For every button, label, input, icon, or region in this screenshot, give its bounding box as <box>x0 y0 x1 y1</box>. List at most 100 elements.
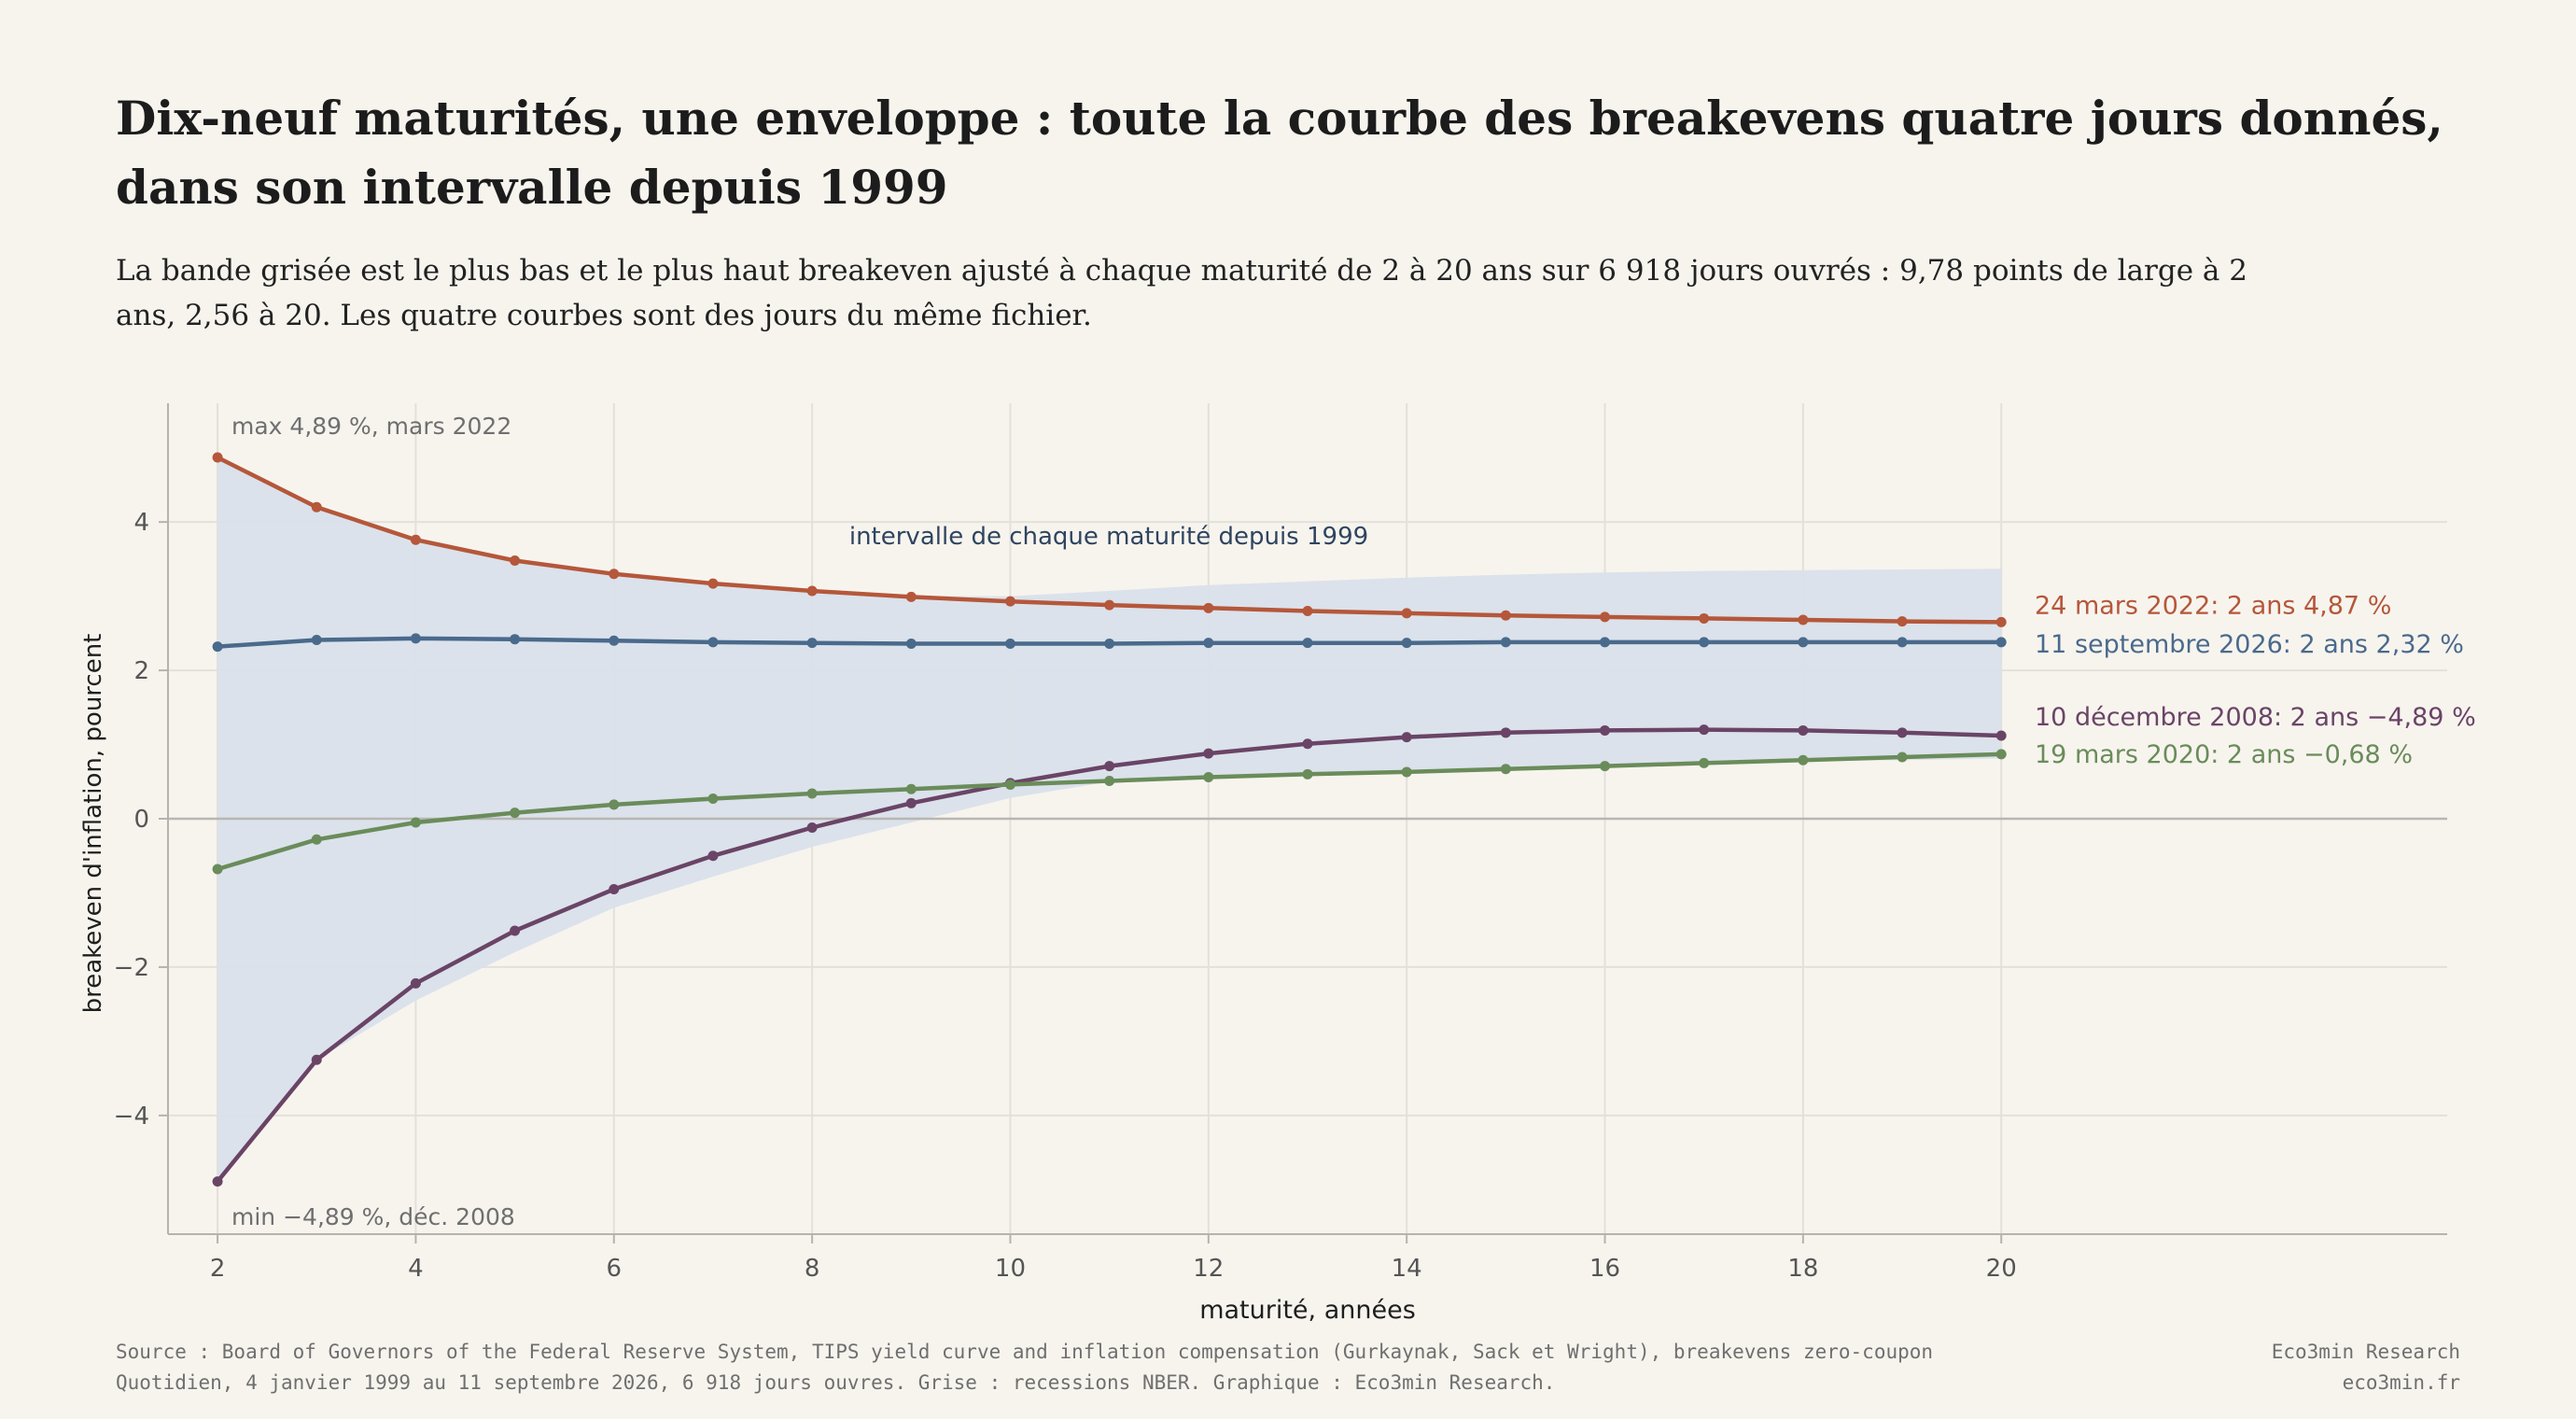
series-end-label: 19 mars 2020: 2 ans −0,68 % <box>2035 740 2413 769</box>
data-point <box>212 452 223 463</box>
data-point <box>510 634 521 645</box>
series-4 <box>212 749 2007 875</box>
data-point <box>1897 727 1908 738</box>
data-point <box>410 534 421 545</box>
data-point <box>1798 754 1809 766</box>
series-layer <box>212 452 2007 1187</box>
max-annotation: max 4,89 %, mars 2022 <box>231 413 511 440</box>
data-point <box>311 634 322 645</box>
data-point <box>1995 616 2007 627</box>
data-point <box>1104 599 1115 611</box>
range-band-layer <box>217 456 2002 1182</box>
data-point <box>1500 610 1511 621</box>
data-point <box>1897 637 1908 648</box>
data-point <box>410 633 421 644</box>
chart-title: Dix-neuf maturités, une enveloppe : tout… <box>116 91 2443 215</box>
data-point <box>1302 606 1313 616</box>
axes: 2 4 6 8 10 12 14 16 18 20 −4 −2 0 2 4 maturité, années b… <box>79 403 2447 1325</box>
data-point <box>707 850 719 862</box>
data-point <box>1302 638 1313 649</box>
data-point <box>510 555 521 566</box>
series-end-label: 11 septembre 2026: 2 ans 2,32 % <box>2035 630 2464 659</box>
series-2 <box>212 633 2007 653</box>
chart-subtitle: La bande grisée est le plus bas et le pl… <box>116 254 2247 332</box>
brand-site: eco3min.fr <box>2342 1371 2460 1394</box>
data-point <box>707 794 719 805</box>
data-point <box>1104 761 1115 772</box>
data-point <box>609 799 620 810</box>
data-point <box>1401 638 1412 649</box>
data-point <box>905 638 917 649</box>
series-1 <box>212 452 2007 627</box>
data-point <box>1699 612 1710 624</box>
data-point <box>806 585 818 597</box>
x-tick-label: 20 <box>1986 1255 2017 1283</box>
data-point <box>1600 637 1611 648</box>
data-point <box>510 925 521 936</box>
data-point <box>905 591 917 602</box>
source-line-2: Quotidien, 4 janvier 1999 au 11 septembr… <box>116 1371 1556 1394</box>
data-point <box>1104 775 1115 786</box>
x-tick-label: 10 <box>995 1255 1026 1283</box>
data-point <box>1995 749 2007 760</box>
x-tick-label: 18 <box>1787 1255 1818 1283</box>
x-tick-label: 6 <box>607 1255 623 1283</box>
y-tick-label: −2 <box>114 954 149 982</box>
series-end-label: 10 décembre 2008: 2 ans −4,89 % <box>2035 703 2476 732</box>
data-point <box>1500 637 1511 648</box>
data-point <box>212 641 223 653</box>
data-point <box>212 1176 223 1187</box>
data-point <box>1203 602 1214 613</box>
data-point <box>1203 772 1214 782</box>
brand-name: Eco3min Research <box>2271 1341 2460 1363</box>
y-tick-label: 4 <box>133 509 149 537</box>
data-point <box>1401 766 1412 778</box>
data-point <box>806 788 818 799</box>
data-point <box>311 501 322 513</box>
data-point <box>1203 638 1214 649</box>
min-annotation: min −4,89 %, déc. 2008 <box>231 1203 515 1230</box>
series-3 <box>212 724 2007 1187</box>
y-tick-label: 0 <box>133 806 149 834</box>
data-point <box>1699 724 1710 736</box>
data-point <box>1401 732 1412 743</box>
labels-layer: 24 mars 2022: 2 ans 4,87 % 11 septembre 2… <box>231 413 2476 1230</box>
x-tick-label: 16 <box>1589 1255 1620 1283</box>
data-point <box>1798 637 1809 648</box>
data-point <box>905 783 917 794</box>
data-point <box>212 864 223 875</box>
data-point <box>1004 638 1015 649</box>
y-axis-label: breakeven d'inflation, pourcent <box>79 634 107 1014</box>
data-point <box>1401 608 1412 619</box>
data-point <box>1897 616 1908 627</box>
y-tick-label: −4 <box>114 1103 149 1131</box>
data-point <box>1600 611 1611 623</box>
data-point <box>1500 764 1511 775</box>
data-point <box>1302 768 1313 780</box>
range-band <box>217 456 2002 1182</box>
data-point <box>1600 724 1611 736</box>
data-point <box>905 797 917 808</box>
data-point <box>1995 637 2007 648</box>
data-point <box>806 638 818 649</box>
data-point <box>707 578 719 589</box>
data-point <box>1004 779 1015 790</box>
data-point <box>1004 596 1015 607</box>
data-point <box>1699 637 1710 648</box>
brand-block: Eco3min Research eco3min.fr <box>2272 1337 2460 1398</box>
x-tick-label: 2 <box>210 1255 226 1283</box>
source-line-1: Source : Board of Governors of the Feder… <box>116 1341 1934 1363</box>
data-point <box>707 637 719 648</box>
data-point <box>1798 724 1809 736</box>
data-point <box>609 883 620 894</box>
data-point <box>609 569 620 580</box>
band-label: intervalle de chaque maturité depuis 199… <box>849 523 1368 551</box>
x-tick-label: 14 <box>1392 1255 1422 1283</box>
x-axis-label: maturité, années <box>1199 1296 1416 1325</box>
y-tick-label: 2 <box>133 657 149 685</box>
data-point <box>1500 727 1511 738</box>
data-point <box>311 834 322 845</box>
data-point <box>510 808 521 819</box>
x-tick-label: 4 <box>408 1255 424 1283</box>
